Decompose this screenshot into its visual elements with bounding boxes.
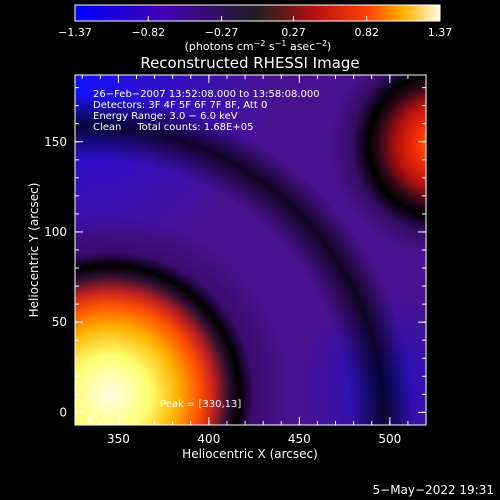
y-tick-label: 50 bbox=[52, 315, 67, 329]
x-tick-label: 500 bbox=[378, 432, 401, 446]
colorbar-ticks: −1.37 −0.82 −0.27 0.27 0.82 1.37 bbox=[58, 16, 452, 39]
x-axis-label: Heliocentric X (arcsec) bbox=[182, 447, 318, 461]
y-tick-label: 150 bbox=[44, 135, 67, 149]
axis-ticks: 350 400 450 500 0 50 100 150 bbox=[44, 75, 427, 446]
annotation-block: 26−Feb−2007 13:52:08.000 to 13:58:08.000… bbox=[93, 89, 320, 133]
colorbar-tick-label: −1.37 bbox=[58, 26, 92, 39]
lower-left-source bbox=[75, 75, 426, 425]
annotation-line: 26−Feb−2007 13:52:08.000 to 13:58:08.000 bbox=[93, 89, 320, 100]
y-tick-label: 100 bbox=[44, 225, 67, 239]
annotation-line: Energy Range: 3.0 − 6.0 keV bbox=[93, 111, 238, 122]
colorbar-tick-label: −0.82 bbox=[131, 26, 165, 39]
colorbar bbox=[74, 4, 441, 22]
colorbar-tick-label: −0.27 bbox=[205, 26, 239, 39]
annotation-line: Clean Total counts: 1.68E+05 bbox=[93, 122, 253, 133]
peak-marker bbox=[87, 417, 91, 422]
annotation-line: Detectors: 3F 4F 5F 6F 7F 8F, Att 0 bbox=[93, 100, 267, 111]
colorbar-tick-label: 0.82 bbox=[354, 26, 379, 39]
chart-title: Reconstructed RHESSI Image bbox=[140, 54, 359, 72]
x-tick-label: 450 bbox=[288, 432, 311, 446]
x-tick-label: 400 bbox=[197, 432, 220, 446]
y-tick-label: 0 bbox=[59, 405, 67, 419]
footer-timestamp: 5−May−2022 19:31 bbox=[373, 483, 495, 497]
y-axis-label: Heliocentric Y (arcsec) bbox=[27, 183, 41, 318]
heatmap-image bbox=[75, 75, 426, 425]
colorbar-units: (photons cm−2 s−1 asec−2) bbox=[185, 39, 332, 53]
colorbar-tick-label: 0.27 bbox=[281, 26, 306, 39]
peak-label: Peak = [330,13] bbox=[160, 399, 241, 410]
colorbar-tick-label: 1.37 bbox=[428, 26, 453, 39]
x-tick-label: 350 bbox=[107, 432, 130, 446]
